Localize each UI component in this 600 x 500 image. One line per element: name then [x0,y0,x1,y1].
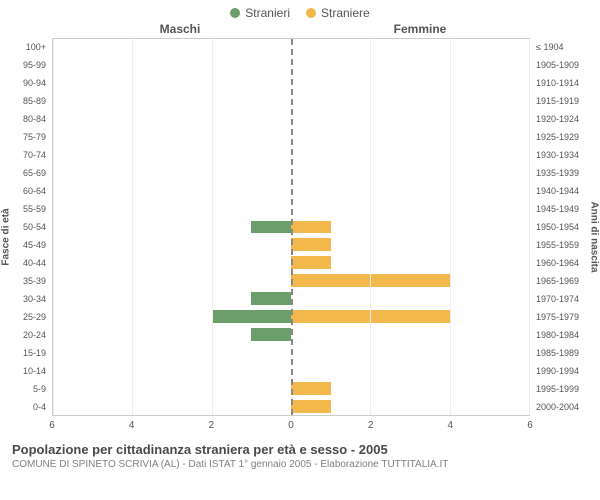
y-tick-right: 1935-1939 [536,164,600,182]
y-tick-left: 5-9 [0,380,50,398]
y-tick-left: 40-44 [0,254,50,272]
y-tick-right: 1910-1914 [536,74,600,92]
bar-male [212,310,291,323]
y-tick-left: 35-39 [0,272,50,290]
y-tick-right: 1990-1994 [536,362,600,380]
bar-female [291,238,331,251]
legend-item-female: Straniere [306,6,370,20]
column-titles: Maschi Femmine [0,22,600,38]
y-tick-left: 10-14 [0,362,50,380]
y-axis-left-ticks: 100+95-9990-9485-8980-8475-7970-7465-696… [0,38,50,416]
bar-male [251,292,291,305]
y-axis-right-ticks: ≤ 19041905-19091910-19141915-19191920-19… [532,38,600,416]
y-tick-right: 1980-1984 [536,326,600,344]
y-tick-left: 30-34 [0,290,50,308]
footer: Popolazione per cittadinanza straniera p… [0,436,600,470]
plot-area [52,38,530,416]
x-axis-right: 2 4 6 [291,418,530,436]
x-tick: 2 [209,420,215,431]
y-tick-left: 75-79 [0,128,50,146]
x-tick: 6 [49,420,55,431]
y-tick-left: 50-54 [0,218,50,236]
bar-female [291,382,331,395]
y-tick-right: 1985-1989 [536,344,600,362]
y-tick-right: ≤ 1904 [536,38,600,56]
y-tick-right: 1960-1964 [536,254,600,272]
y-tick-left: 60-64 [0,182,50,200]
y-tick-left: 90-94 [0,74,50,92]
bar-female [291,221,331,234]
legend-label-female: Straniere [321,6,370,20]
y-tick-left: 95-99 [0,56,50,74]
y-tick-left: 55-59 [0,200,50,218]
column-title-right: Femmine [300,22,540,36]
y-tick-right: 1915-1919 [536,92,600,110]
y-tick-right: 1955-1959 [536,236,600,254]
y-tick-left: 80-84 [0,110,50,128]
legend-item-male: Stranieri [230,6,290,20]
x-tick: 2 [368,420,374,431]
y-tick-left: 15-19 [0,344,50,362]
center-divider [291,39,293,415]
column-title-left: Maschi [60,22,300,36]
y-tick-right: 1995-1999 [536,380,600,398]
x-axis: 0246 246 [52,418,530,436]
legend-swatch-female [306,8,316,18]
y-tick-right: 1925-1929 [536,128,600,146]
y-tick-right: 1970-1974 [536,290,600,308]
x-tick: 6 [527,420,533,431]
legend-label-male: Stranieri [245,6,290,20]
y-tick-left: 65-69 [0,164,50,182]
y-tick-right: 1945-1949 [536,200,600,218]
y-tick-right: 1930-1934 [536,146,600,164]
y-tick-left: 0-4 [0,398,50,416]
y-tick-left: 100+ [0,38,50,56]
y-tick-right: 1940-1944 [536,182,600,200]
y-tick-right: 1965-1969 [536,272,600,290]
footer-title: Popolazione per cittadinanza straniera p… [12,442,588,457]
x-axis-left: 0246 [52,418,291,436]
chart: Fasce di età Anni di nascita 100+95-9990… [0,38,600,436]
y-tick-left: 85-89 [0,92,50,110]
y-tick-left: 25-29 [0,308,50,326]
bar-female [291,400,331,413]
legend-swatch-male [230,8,240,18]
bar-male [251,221,291,234]
bar-female [291,256,331,269]
y-tick-right: 1975-1979 [536,308,600,326]
y-tick-right: 1905-1909 [536,56,600,74]
y-tick-left: 70-74 [0,146,50,164]
footer-subtitle: COMUNE DI SPINETO SCRIVIA (AL) - Dati IS… [12,459,588,470]
x-tick: 4 [129,420,135,431]
y-tick-right: 2000-2004 [536,398,600,416]
y-tick-right: 1950-1954 [536,218,600,236]
x-tick: 4 [448,420,454,431]
y-tick-left: 20-24 [0,326,50,344]
bar-male [251,328,291,341]
legend: Stranieri Straniere [0,0,600,22]
y-tick-right: 1920-1924 [536,110,600,128]
y-tick-left: 45-49 [0,236,50,254]
